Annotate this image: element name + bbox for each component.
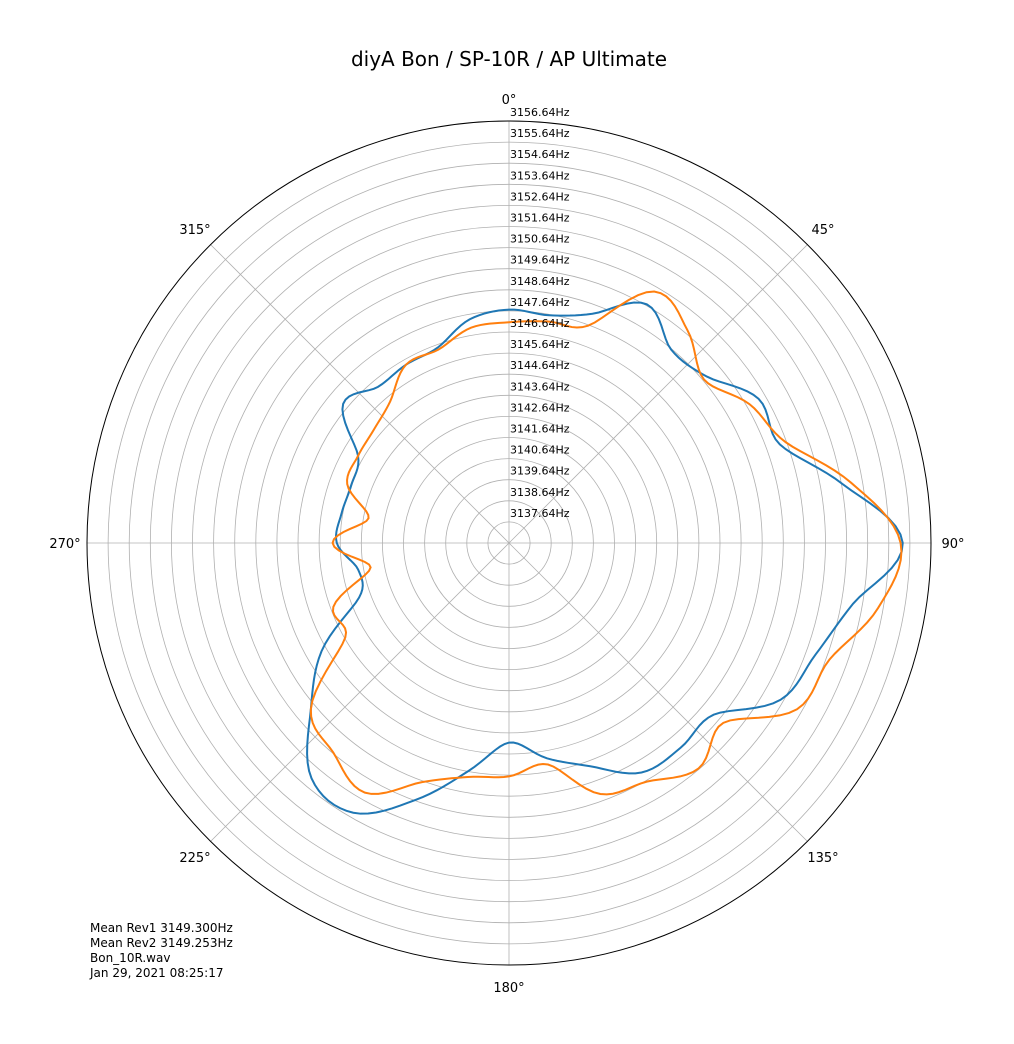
radius-gridline <box>339 373 679 713</box>
radial-tick-label: 3137.64Hz <box>510 507 570 520</box>
radius-gridline <box>466 500 552 586</box>
filename-text: Bon_10R.wav <box>90 951 171 965</box>
series-line-2 <box>309 290 903 796</box>
radius-gridline <box>381 415 636 670</box>
radial-tick-label: 3152.64Hz <box>510 190 570 203</box>
angle-tick-label: 270° <box>49 537 80 552</box>
radial-tick-label: 3146.64Hz <box>510 317 570 330</box>
radius-gridline <box>255 289 763 797</box>
radius-gridline <box>487 521 531 565</box>
radius-gridline <box>170 204 848 882</box>
chart-title: diyA Bon / SP-10R / AP Ultimate <box>351 47 667 71</box>
radial-tick-label: 3143.64Hz <box>510 380 570 393</box>
radius-gridline <box>234 268 784 818</box>
radial-tick-label: 3141.64Hz <box>510 423 570 436</box>
radial-tick-label: 3144.64Hz <box>510 359 570 372</box>
radial-tick-label: 3148.64Hz <box>510 275 570 288</box>
radius-gridline <box>149 183 869 903</box>
radius-gridline <box>297 331 721 755</box>
polar-frame <box>86 120 932 966</box>
angle-tick-label: 225° <box>179 851 210 866</box>
radius-gridline <box>213 247 805 839</box>
radial-tick-label: 3149.64Hz <box>510 254 570 267</box>
radius-gridline <box>403 437 615 649</box>
radial-tick-label: 3154.64Hz <box>510 148 570 161</box>
radial-tick-labels: 3137.64Hz 3138.64Hz 3139.64Hz 3140.64Hz 3141… <box>510 106 570 520</box>
angle-tick-label: 90° <box>941 537 964 552</box>
angle-tick-label: 180° <box>493 981 524 996</box>
mean-rev2-text: Mean Rev2 3149.253Hz <box>90 936 233 950</box>
radial-tick-label: 3156.64Hz <box>510 106 570 119</box>
radial-tick-label: 3151.64Hz <box>510 212 570 225</box>
radius-gridline <box>424 458 594 628</box>
timestamp-text: Jan 29, 2021 08:25:17 <box>90 966 224 980</box>
angle-tick-label: 45° <box>811 223 834 238</box>
info-block: Mean Rev1 3149.300Hz Mean Rev2 3149.253H… <box>90 921 233 981</box>
radial-tick-label: 3142.64Hz <box>510 401 570 414</box>
angle-tick-label: 0° <box>502 93 517 108</box>
radius-gridline <box>107 141 911 945</box>
radius-gridline <box>318 352 700 734</box>
radial-tick-label: 3140.64Hz <box>510 444 570 457</box>
mean-rev1-text: Mean Rev1 3149.300Hz <box>90 921 233 935</box>
angle-tick-label: 135° <box>807 851 838 866</box>
radial-tick-label: 3147.64Hz <box>510 296 570 309</box>
polar-grid <box>86 120 932 966</box>
series-group <box>306 290 904 815</box>
radius-gridline <box>360 394 658 692</box>
radial-tick-label: 3138.64Hz <box>510 486 570 499</box>
radial-tick-label: 3155.64Hz <box>510 127 570 140</box>
angle-tick-label: 315° <box>179 223 210 238</box>
radius-gridline <box>192 226 826 860</box>
radial-tick-label: 3150.64Hz <box>510 233 570 246</box>
radius-gridline <box>128 162 890 924</box>
angle-tick-labels: 0° 45° 90° 135° 180° 225° 270° 315° <box>49 93 964 996</box>
radial-tick-label: 3139.64Hz <box>510 465 570 478</box>
radius-gridline <box>445 479 573 607</box>
radial-tick-label: 3153.64Hz <box>510 169 570 182</box>
radius-gridline <box>276 310 742 776</box>
radial-tick-label: 3145.64Hz <box>510 338 570 351</box>
